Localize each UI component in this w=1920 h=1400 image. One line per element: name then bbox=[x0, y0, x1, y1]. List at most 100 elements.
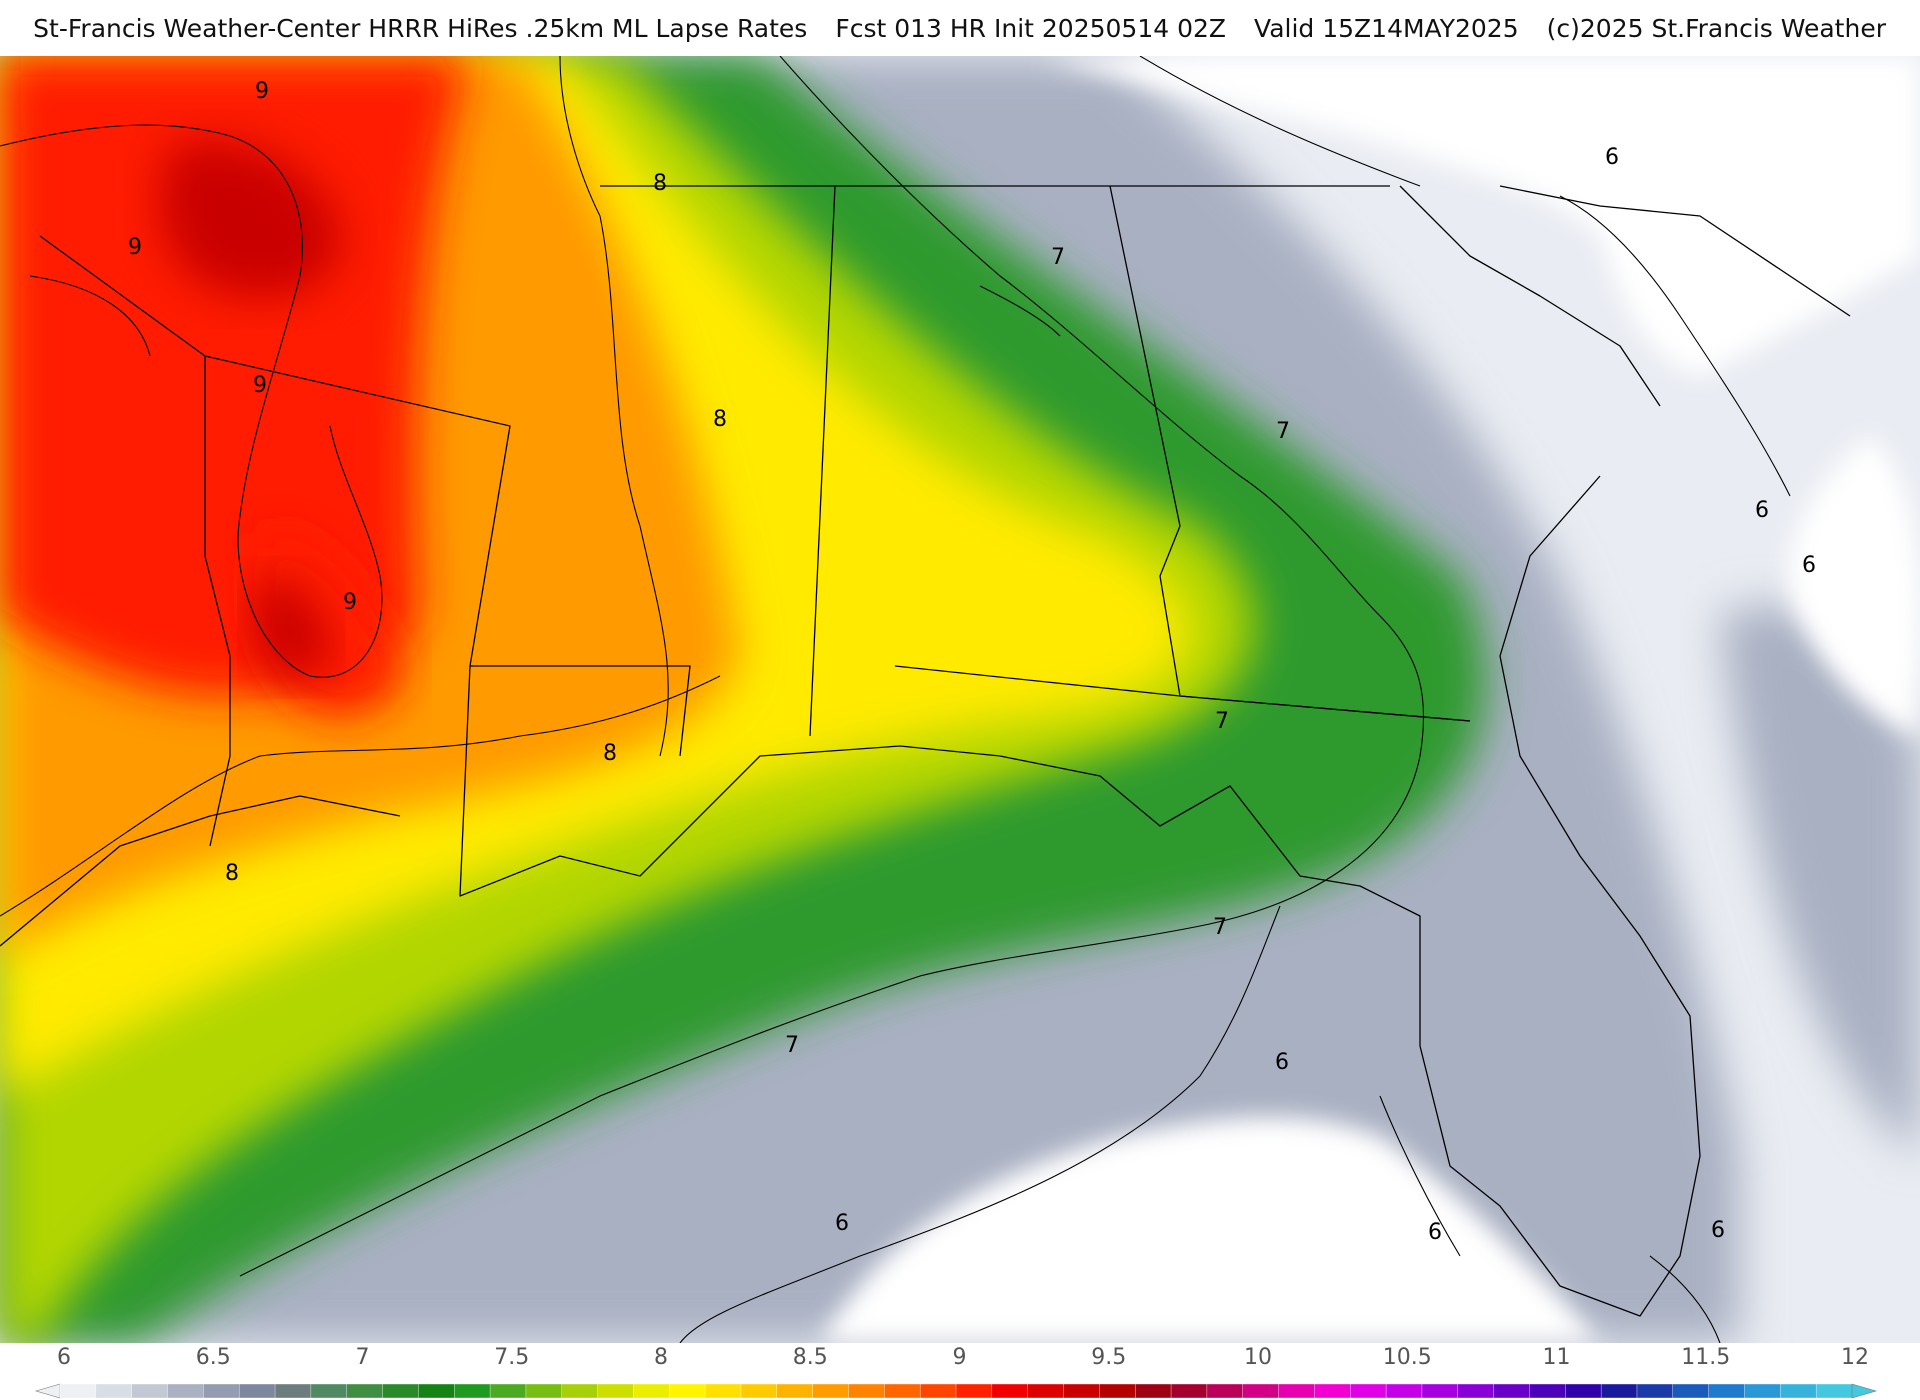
colorbar-swatch bbox=[1744, 1383, 1782, 1399]
contour-line bbox=[0, 675, 721, 917]
boundary-line bbox=[809, 185, 836, 737]
colorbar-swatch bbox=[1457, 1383, 1495, 1399]
colorbar-swatches bbox=[34, 1383, 1878, 1399]
colorbar-swatch bbox=[310, 1383, 348, 1399]
colorbar-swatch bbox=[1206, 1383, 1244, 1399]
title-valid-time: Valid 15Z14MAY2025 bbox=[1254, 13, 1519, 43]
colorbar-swatch bbox=[561, 1383, 599, 1399]
contour-label: 9 bbox=[128, 235, 142, 260]
colorbar-swatch bbox=[1493, 1383, 1531, 1399]
shade-band-9.5 bbox=[252, 576, 330, 679]
colorbar-swatch bbox=[1063, 1383, 1101, 1399]
colorbar-swatch bbox=[238, 1383, 276, 1399]
contour-line bbox=[29, 275, 151, 357]
colorbar-swatch bbox=[1134, 1383, 1172, 1399]
colorbar-swatch bbox=[1600, 1383, 1638, 1399]
contour-line bbox=[559, 56, 669, 757]
lapse-rate-map: 9 9 9 9 8 8 8 8 7 7 7 7 7 6 6 6 6 6 6 6 bbox=[0, 56, 1920, 1343]
contour-label: 6 bbox=[1428, 1220, 1442, 1245]
contour-line bbox=[1649, 1255, 1721, 1343]
colorbar: 6 6.5 7 7.5 8 8.5 9 9.5 10 10.5 11 11.5 12 bbox=[0, 1343, 1920, 1400]
colorbar-tick-label: 9.5 bbox=[1091, 1345, 1127, 1370]
colorbar-swatch bbox=[1421, 1383, 1459, 1399]
colorbar-tick-label: 9 bbox=[952, 1345, 967, 1370]
colorbar-swatch bbox=[1385, 1383, 1423, 1399]
contour-line bbox=[0, 124, 383, 678]
contour-label: 6 bbox=[1755, 498, 1769, 523]
contour-line bbox=[679, 905, 1281, 1343]
colorbar-swatch bbox=[776, 1383, 814, 1399]
colorbar-swatch bbox=[274, 1383, 312, 1399]
colorbar-tick-label: 6 bbox=[57, 1345, 71, 1370]
colorbar-swatch bbox=[167, 1383, 205, 1399]
colorbar-swatch bbox=[1565, 1383, 1602, 1399]
contour-line bbox=[1379, 1095, 1461, 1257]
title-source: St-Francis Weather-Center HRRR HiRes .25… bbox=[33, 13, 808, 43]
colorbar-swatch bbox=[1314, 1383, 1351, 1399]
colorbar-swatch bbox=[1529, 1383, 1566, 1399]
contour-line bbox=[979, 285, 1061, 337]
colorbar-swatch bbox=[704, 1383, 742, 1399]
colorbar-swatch bbox=[884, 1383, 921, 1399]
contour-label: 6 bbox=[1605, 145, 1619, 170]
contour-label: 8 bbox=[603, 741, 617, 766]
colorbar-swatch bbox=[382, 1383, 420, 1399]
colorbar-swatch bbox=[955, 1383, 993, 1399]
title-copyright: (c)2025 St.Francis Weather bbox=[1546, 13, 1886, 43]
colorbar-swatch bbox=[454, 1383, 491, 1399]
colorbar-swatch bbox=[597, 1383, 635, 1399]
contour-label: 8 bbox=[225, 861, 239, 886]
colorbar-swatch bbox=[812, 1383, 850, 1399]
colorbar-swatch bbox=[848, 1383, 886, 1399]
colorbar-swatch bbox=[1170, 1383, 1208, 1399]
contour-label: 6 bbox=[1711, 1218, 1725, 1243]
contour-label: 8 bbox=[713, 407, 727, 432]
contour-label: 9 bbox=[255, 79, 269, 104]
contour-line bbox=[1559, 195, 1791, 497]
colorbar-swatch bbox=[633, 1383, 670, 1399]
contour-label: 7 bbox=[1276, 419, 1290, 444]
colorbar-swatch bbox=[346, 1383, 384, 1399]
lapse-rate-shading bbox=[0, 56, 1920, 1343]
colorbar-arrow-high bbox=[1851, 1383, 1878, 1399]
land-carolinas bbox=[1040, 56, 1920, 376]
land-gulf-south bbox=[820, 1117, 1600, 1343]
colorbar-swatch bbox=[1278, 1383, 1316, 1399]
title-forecast-hour: Fcst 013 HR Init 20250514 02Z bbox=[835, 13, 1227, 43]
colorbar-swatch bbox=[1636, 1383, 1674, 1399]
contour-lines bbox=[0, 56, 1791, 1343]
colorbar-tick-label: 12 bbox=[1841, 1345, 1869, 1370]
shade-band-6.5 bbox=[1720, 605, 1920, 1156]
boundary-line bbox=[1399, 185, 1661, 407]
colorbar-tick-label: 8.5 bbox=[792, 1345, 828, 1370]
colorbar-swatch bbox=[669, 1383, 706, 1399]
contour-label: 6 bbox=[1802, 553, 1816, 578]
colorbar-tick-label: 11 bbox=[1542, 1345, 1571, 1370]
map-title: St-Francis Weather-Center HRRR HiRes .25… bbox=[0, 0, 1920, 56]
colorbar-swatch bbox=[1708, 1383, 1746, 1399]
colorbar-swatch bbox=[95, 1383, 133, 1399]
colorbar-swatch bbox=[1027, 1383, 1065, 1399]
contour-label: 6 bbox=[1275, 1050, 1289, 1075]
colorbar-swatch bbox=[1780, 1383, 1817, 1399]
colorbar-swatch bbox=[1815, 1383, 1853, 1399]
contour-line bbox=[239, 56, 1425, 1277]
shade-band-9.5 bbox=[159, 140, 342, 298]
shade-band-9 bbox=[0, 56, 470, 696]
colorbar-swatch bbox=[203, 1383, 240, 1399]
colorbar-swatch bbox=[1672, 1383, 1710, 1399]
colorbar-tick-label: 10.5 bbox=[1382, 1345, 1432, 1370]
contour-line bbox=[1139, 56, 1421, 187]
land-bahamas bbox=[1788, 436, 1920, 736]
colorbar-tick-label: 11.5 bbox=[1681, 1345, 1731, 1370]
colorbar-swatch bbox=[418, 1383, 455, 1399]
contour-label: 7 bbox=[1051, 245, 1065, 270]
colorbar-tick-label: 8 bbox=[654, 1345, 668, 1370]
map-canvas: 9 9 9 9 8 8 8 8 7 7 7 7 7 6 6 6 6 6 6 6 bbox=[0, 56, 1920, 1343]
contour-label: 6 bbox=[835, 1211, 849, 1236]
contour-label: 7 bbox=[785, 1033, 799, 1058]
colorbar-tick-label: 7.5 bbox=[494, 1345, 530, 1370]
colorbar-swatch bbox=[1099, 1383, 1136, 1399]
contour-label: 8 bbox=[653, 171, 667, 196]
state-boundaries bbox=[0, 185, 1851, 1317]
